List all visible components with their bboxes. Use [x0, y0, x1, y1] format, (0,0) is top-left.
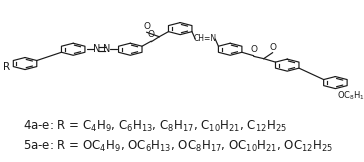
Text: N: N: [93, 44, 100, 54]
Text: O: O: [269, 43, 276, 52]
Text: O: O: [143, 22, 150, 31]
Text: 4a-e: R = C$_4$H$_9$, C$_6$H$_{13}$, C$_8$H$_{17}$, C$_{10}$H$_{21}$, C$_{12}$H$: 4a-e: R = C$_4$H$_9$, C$_6$H$_{13}$, C$_…: [23, 119, 287, 134]
Text: CH=N: CH=N: [194, 34, 217, 43]
Text: OC$_8$H$_{17}$: OC$_8$H$_{17}$: [337, 90, 364, 102]
Text: 5a-e: R = OC$_4$H$_9$, OC$_6$H$_{13}$, OC$_8$H$_{17}$, OC$_{10}$H$_{21}$, OC$_{1: 5a-e: R = OC$_4$H$_9$, OC$_6$H$_{13}$, O…: [23, 139, 333, 154]
Text: O: O: [250, 45, 257, 54]
Text: O: O: [148, 30, 155, 39]
Text: N: N: [103, 44, 111, 54]
Text: R: R: [3, 62, 11, 72]
